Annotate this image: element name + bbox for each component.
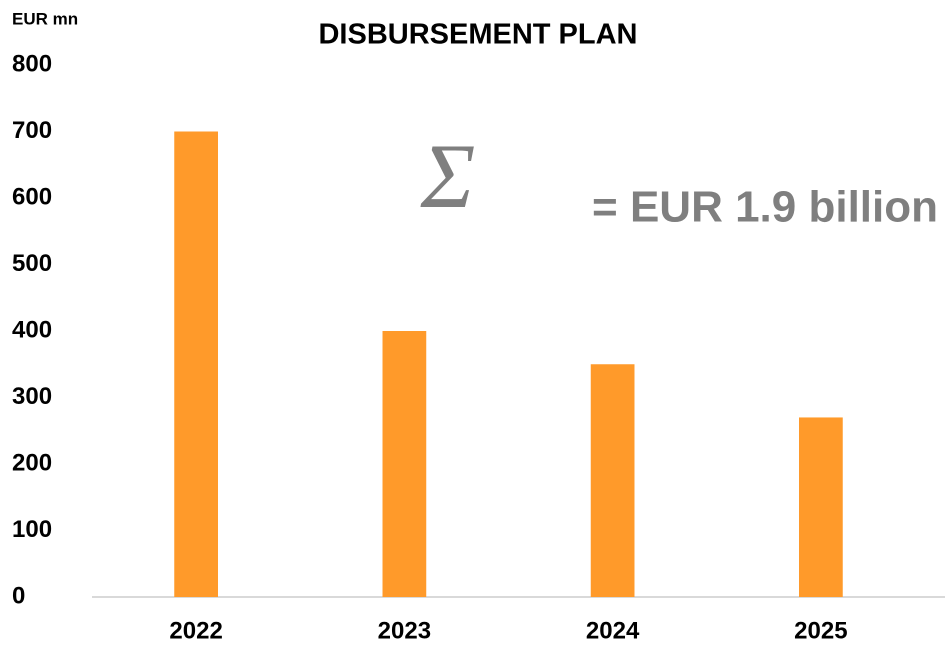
y-tick-label: 100 bbox=[12, 516, 52, 543]
y-tick-label: 0 bbox=[12, 582, 25, 609]
x-tick-label: 2023 bbox=[378, 617, 431, 644]
bar bbox=[799, 417, 843, 597]
bar bbox=[590, 364, 635, 597]
y-tick-label: 700 bbox=[12, 117, 52, 144]
chart-title: DISBURSEMENT PLAN bbox=[318, 19, 637, 51]
sigma-annotation: Σ bbox=[420, 125, 476, 227]
x-tick-label: 2022 bbox=[169, 617, 222, 644]
y-tick-label: 600 bbox=[12, 183, 52, 210]
y-tick-label: 400 bbox=[12, 316, 52, 343]
y-axis-label: EUR mn bbox=[12, 9, 78, 28]
y-tick-label: 200 bbox=[12, 449, 52, 476]
bar bbox=[174, 131, 218, 597]
total-annotation: = EUR 1.9 billion bbox=[592, 183, 938, 232]
bar bbox=[382, 331, 427, 597]
x-tick-label: 2024 bbox=[586, 617, 640, 644]
y-tick-label: 500 bbox=[12, 250, 52, 277]
y-tick-label: 800 bbox=[12, 50, 52, 77]
x-tick-label: 2025 bbox=[794, 617, 847, 644]
y-tick-label: 300 bbox=[12, 383, 52, 410]
